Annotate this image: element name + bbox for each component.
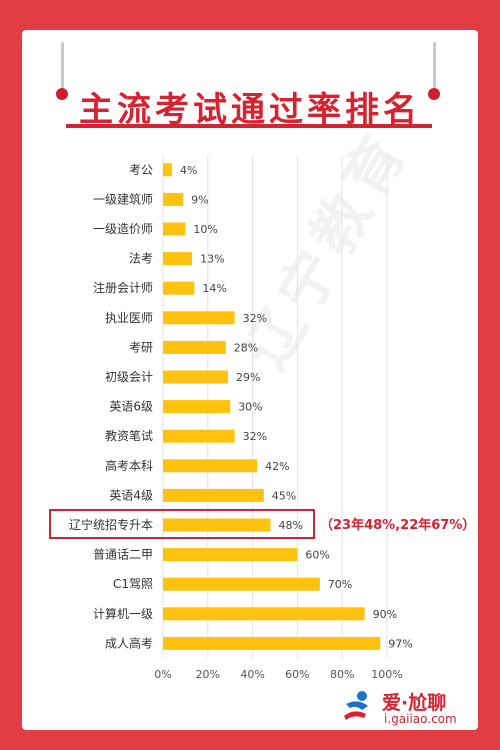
bar: [163, 192, 184, 206]
category-label: 一级造价师: [93, 222, 153, 236]
x-tick-label: 40%: [240, 668, 264, 681]
category-label: 普通话二甲: [93, 548, 153, 562]
title-underline: [66, 124, 432, 128]
data-label: 28%: [234, 341, 258, 354]
category-label: 成人高考: [105, 635, 153, 650]
bar: [163, 636, 381, 650]
bar: [163, 163, 172, 177]
bar: [163, 400, 231, 414]
logo-site: i.gaiiao.com: [384, 712, 457, 726]
category-label: 注册会计师: [93, 280, 153, 295]
bar: [163, 281, 195, 295]
data-label: 70%: [328, 578, 352, 591]
bar: [163, 252, 193, 266]
category-label: 高考本科: [105, 458, 153, 473]
right-pin: [428, 42, 440, 102]
data-label: 29%: [236, 371, 260, 384]
bar: [163, 222, 186, 236]
data-label: 32%: [243, 430, 267, 443]
bar: [163, 311, 235, 325]
x-tick-label: 20%: [196, 668, 220, 681]
data-label: 10%: [193, 223, 217, 236]
category-label: 执业医师: [105, 311, 153, 325]
data-label: 30%: [238, 401, 262, 414]
bar: [163, 607, 365, 621]
category-label: C1驾照: [113, 577, 153, 591]
bar: [163, 459, 258, 473]
data-label: 42%: [265, 460, 289, 473]
bar: [163, 518, 271, 532]
data-label: 4%: [180, 164, 197, 177]
annotation-text: （23年48%,22年67%）: [320, 518, 476, 533]
x-tick-label: 100%: [371, 668, 402, 681]
bar: [163, 429, 235, 443]
bar: [163, 548, 298, 562]
category-label: 辽宁统招专升本: [69, 517, 153, 532]
runner-logo-icon: [344, 691, 368, 720]
category-label: 法考: [129, 252, 153, 266]
bar: [163, 577, 320, 591]
x-tick-label: 0%: [154, 668, 171, 681]
data-label: 97%: [388, 637, 412, 650]
data-label: 14%: [202, 282, 226, 295]
bar: [163, 488, 264, 502]
category-label: 考研: [129, 340, 153, 354]
x-tick-label: 60%: [285, 668, 309, 681]
category-label: 计算机一级: [93, 606, 153, 621]
logo-brand: 爱·尬聊: [382, 692, 447, 714]
left-pin: [56, 42, 68, 102]
data-label: 90%: [373, 608, 397, 621]
data-label: 13%: [200, 253, 224, 266]
data-label: 48%: [279, 519, 303, 532]
category-label: 英语6级: [109, 400, 153, 414]
category-label: 一级建筑师: [93, 191, 153, 206]
highlight-box: [49, 509, 315, 539]
data-label: 32%: [243, 312, 267, 325]
category-label: 英语4级: [109, 488, 153, 502]
category-label: 初级会计: [105, 370, 153, 384]
category-label: 教资笔试: [105, 428, 153, 443]
category-label: 考公: [129, 163, 153, 177]
site-logo: 爱·尬聊 i.gaiiao.com: [340, 684, 490, 730]
data-label: 9%: [191, 193, 208, 206]
data-label: 60%: [305, 549, 329, 562]
bar: [163, 370, 228, 384]
chart-title: 主流考试通过率排名: [79, 90, 421, 130]
bar: [163, 340, 226, 354]
data-label: 45%: [272, 489, 296, 502]
x-tick-label: 80%: [330, 668, 354, 681]
